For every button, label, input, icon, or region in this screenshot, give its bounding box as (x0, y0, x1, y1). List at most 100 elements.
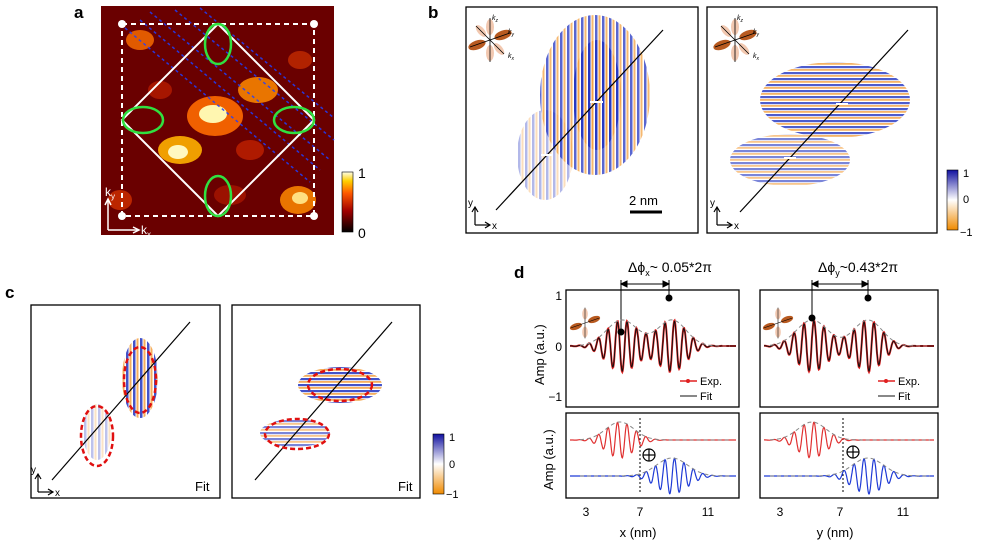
svg-text:7: 7 (637, 505, 644, 519)
svg-text:1: 1 (555, 289, 562, 303)
fit-region-ellipse (306, 367, 374, 403)
panel-label-a: a (74, 3, 84, 22)
orbital-inset-icon (762, 307, 794, 339)
envelope (580, 457, 730, 477)
orbital-inset-icon (569, 307, 601, 339)
orbital-inset-icon (713, 18, 757, 62)
linecut-line (51, 321, 191, 481)
k-axes-icon (104, 197, 141, 234)
phase-y-label: Δϕy~0.43*2π (818, 259, 898, 278)
svg-text:3: 3 (583, 505, 590, 519)
ky-label: ky (105, 185, 115, 201)
panel-d: 1 0 −1 Amp (a.u.) Amp (a.u.) 3 7 11 3 7 … (532, 259, 939, 540)
legend-left: Exp. Fit (680, 376, 722, 403)
svg-text:kx: kx (508, 53, 515, 62)
svg-text:kz: kz (737, 15, 744, 24)
svg-text:0: 0 (555, 340, 562, 354)
fit-region-ellipse (263, 417, 331, 451)
fit-pattern-vertical (83, 338, 158, 460)
panel-c: Fit Fit 1 0 −1 y x (30, 304, 459, 501)
red-component (570, 421, 736, 459)
phase-brackets (619, 280, 870, 332)
linecut-line (495, 29, 664, 211)
linecut-line (254, 321, 393, 481)
axis-x-label: x (492, 221, 497, 232)
svg-text:Exp.: Exp. (898, 376, 920, 388)
svg-text:−1: −1 (548, 390, 562, 404)
panel-b: 2 nm 1 0 −1 y x y x (465, 6, 973, 239)
panel-label-c: c (5, 283, 15, 302)
signal-top-right (764, 294, 934, 375)
cbar-min: −1 (960, 227, 973, 239)
colorbar-bwr (946, 169, 959, 231)
axis-y-label: y (31, 465, 36, 476)
axis-y-label: y (710, 198, 715, 209)
panel-label-d: d (514, 263, 525, 282)
envelope (769, 319, 930, 347)
axis-x-label: x (55, 488, 60, 499)
colorbar-bwr (432, 433, 445, 495)
cbar-max: 1 (449, 432, 455, 444)
envelope (579, 319, 730, 347)
cbar-min: 0 (358, 225, 366, 241)
cbar-mid: 0 (449, 459, 455, 471)
svg-text:ky: ky (508, 29, 515, 38)
svg-text:3: 3 (777, 505, 784, 519)
axis-x-label: x (734, 221, 739, 232)
fit-region-ellipse (122, 345, 158, 415)
scalebar-label: 2 nm (629, 193, 658, 208)
fit-label: Fit (398, 479, 413, 494)
wave-pattern-horizontal (730, 62, 910, 186)
svg-text:kx: kx (753, 53, 760, 62)
cbar-min: −1 (446, 489, 459, 501)
cbar-max: 1 (358, 165, 366, 181)
signal-bottom-left (570, 421, 736, 495)
svg-text:Fit: Fit (898, 391, 910, 403)
svg-text:7: 7 (837, 505, 844, 519)
xlabel-right: y (nm) (817, 525, 854, 540)
xlabel-left: x (nm) (620, 525, 657, 540)
orbital-inset-icon (468, 18, 512, 62)
fit-curve (764, 320, 934, 373)
panel-label-b: b (428, 3, 439, 22)
bragg-peak (118, 20, 126, 28)
svg-text:Exp.: Exp. (700, 376, 722, 388)
kx-label: kx (141, 223, 151, 239)
signal-bottom-right (764, 421, 934, 496)
svg-text:11: 11 (897, 505, 910, 519)
plot-bottom-left-frame (565, 412, 740, 499)
xy-axes-icon (471, 205, 734, 229)
peak-marker (617, 328, 625, 336)
peak-marker (665, 294, 673, 302)
linecut-line (739, 29, 909, 213)
envelope (579, 421, 730, 441)
plot-bottom-right-frame (759, 412, 939, 499)
ylabel-bottom: Amp (a.u.) (541, 429, 556, 490)
peak-marker (808, 314, 816, 322)
bragg-peak (118, 212, 126, 220)
axis-y-label: y (468, 198, 473, 209)
blue-component (764, 457, 934, 496)
panel-a: ky kx 1 0 (101, 6, 366, 241)
yticks: 1 0 −1 (548, 289, 562, 404)
xticks: 3 7 11 3 7 11 (583, 505, 910, 519)
svg-text:Fit: Fit (700, 391, 712, 403)
svg-text:ky: ky (753, 29, 760, 38)
fit-label: Fit (195, 479, 210, 494)
peak-marker (864, 294, 872, 302)
green-pockets (121, 22, 316, 218)
fit-curve (570, 320, 736, 373)
envelope (769, 421, 930, 441)
svg-text:11: 11 (702, 505, 715, 519)
oplus-icon (642, 445, 860, 462)
plot-top-left-frame (565, 289, 740, 408)
envelope (770, 457, 930, 477)
bragg-peak (310, 212, 318, 220)
bragg-peak (310, 20, 318, 28)
fit-region-ellipse (79, 404, 115, 468)
plot-top-right-frame (759, 289, 939, 408)
wave-pattern-vertical (517, 15, 650, 200)
cbar-max: 1 (963, 168, 969, 180)
signal-top-left (570, 294, 736, 375)
